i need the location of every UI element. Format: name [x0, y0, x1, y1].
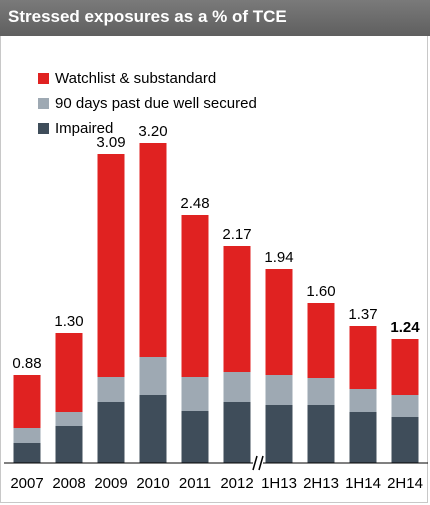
x-tick-label-2011: 2011 [179, 475, 211, 492]
bar-watchlist-2009 [97, 154, 125, 377]
legend-swatch-impaired [38, 123, 49, 134]
data-label-2H13: 1.60 [306, 283, 335, 300]
legend-label-watchlist: Watchlist & substandard [55, 70, 217, 87]
data-label-2010: 3.20 [138, 123, 167, 140]
bar-impaired-2007 [13, 443, 41, 463]
legend-label-impaired: Impaired [55, 120, 114, 137]
bar-watchlist-2008 [55, 333, 83, 412]
bar-watchlist-1H13 [265, 269, 293, 375]
legend-label-past-due: 90 days past due well secured [55, 95, 257, 112]
x-tick-label-2008: 2008 [52, 475, 85, 492]
x-tick-label-1H14: 1H14 [345, 475, 381, 492]
bar-impaired-2010 [139, 395, 167, 463]
data-label-2H14: 1.24 [390, 319, 420, 336]
x-tick-label-2H14: 2H14 [387, 475, 423, 492]
bar-watchlist-2011 [181, 215, 209, 377]
bar-impaired-2008 [55, 426, 83, 463]
bar-past-due-2011 [181, 377, 209, 411]
bar-past-due-1H13 [265, 375, 293, 405]
bar-past-due-2010 [139, 357, 167, 395]
bar-past-due-2008 [55, 412, 83, 426]
bar-impaired-2H13 [307, 405, 335, 463]
bar-past-due-2009 [97, 377, 125, 402]
bar-watchlist-2H14 [391, 339, 419, 395]
legend-item-watchlist: Watchlist & substandard [38, 66, 257, 91]
x-tick-label-1H13: 1H13 [261, 475, 297, 492]
x-tick-label-2010: 2010 [136, 475, 169, 492]
x-tick-label-2H13: 2H13 [303, 475, 339, 492]
bar-impaired-2009 [97, 402, 125, 463]
legend-swatch-past-due [38, 98, 49, 109]
data-label-2009: 3.09 [96, 134, 125, 151]
axis-break-marker [252, 455, 264, 471]
bar-impaired-2011 [181, 411, 209, 463]
bar-watchlist-1H14 [349, 326, 377, 389]
bar-watchlist-2012 [223, 246, 251, 372]
bar-watchlist-2H13 [307, 303, 335, 378]
chart-title: Stressed exposures as a % of TCE [8, 7, 287, 26]
bar-impaired-1H13 [265, 405, 293, 463]
chart-header: Stressed exposures as a % of TCE [0, 0, 430, 36]
data-label-2012: 2.17 [222, 226, 251, 243]
x-tick-label-2007: 2007 [10, 475, 43, 492]
x-tick-label-2009: 2009 [94, 475, 127, 492]
bar-watchlist-2010 [139, 143, 167, 357]
data-label-1H14: 1.37 [348, 306, 377, 323]
data-label-1H13: 1.94 [264, 249, 293, 266]
data-label-2008: 1.30 [54, 313, 83, 330]
x-tick-label-2012: 2012 [220, 475, 253, 492]
data-label-2007: 0.88 [12, 355, 41, 372]
bar-watchlist-2007 [13, 375, 41, 428]
bar-past-due-2H13 [307, 378, 335, 405]
bar-past-due-2007 [13, 428, 41, 443]
legend-swatch-watchlist [38, 73, 49, 84]
bar-past-due-2012 [223, 372, 251, 402]
legend-item-past-due: 90 days past due well secured [38, 91, 257, 116]
bar-impaired-2012 [223, 402, 251, 463]
bar-impaired-1H14 [349, 412, 377, 463]
bar-past-due-1H14 [349, 389, 377, 412]
legend-item-impaired: Impaired [38, 116, 257, 141]
bar-past-due-2H14 [391, 395, 419, 417]
data-label-2011: 2.48 [180, 195, 209, 212]
legend: Watchlist & substandard 90 days past due… [38, 66, 257, 141]
bar-impaired-2H14 [391, 417, 419, 463]
